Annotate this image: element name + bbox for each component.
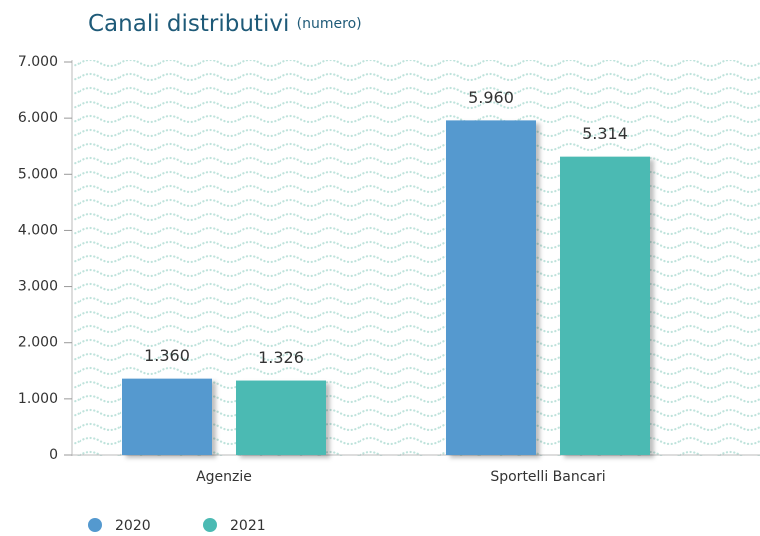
value-label: 5.960 <box>468 88 514 107</box>
legend-swatch <box>203 518 217 532</box>
legend-swatch <box>88 518 102 532</box>
x-tick-label: Agenzie <box>196 469 252 485</box>
value-label: 1.326 <box>258 348 304 367</box>
bar <box>560 156 650 455</box>
value-label: 1.360 <box>144 346 190 365</box>
x-tick-label: Sportelli Bancari <box>490 469 605 485</box>
y-tick-label: 3.000 <box>18 279 58 295</box>
y-tick-label: 0 <box>49 447 58 463</box>
title: Canali distributivi <box>88 11 289 37</box>
y-tick-label: 1.000 <box>18 391 58 407</box>
subtitle: (numero) <box>297 16 362 32</box>
value-label: 5.314 <box>582 124 628 143</box>
bar <box>446 120 536 455</box>
y-tick-label: 7.000 <box>18 54 58 70</box>
bar <box>236 380 326 455</box>
y-tick-label: 4.000 <box>18 222 58 238</box>
y-tick-label: 6.000 <box>18 110 58 126</box>
legend-label: 2021 <box>230 518 266 534</box>
chart-title: Canali distributivi (numero) <box>88 11 362 37</box>
y-tick-label: 5.000 <box>18 166 58 182</box>
bar <box>122 378 212 455</box>
y-tick-label: 2.000 <box>18 335 58 351</box>
legend-label: 2020 <box>115 518 151 534</box>
